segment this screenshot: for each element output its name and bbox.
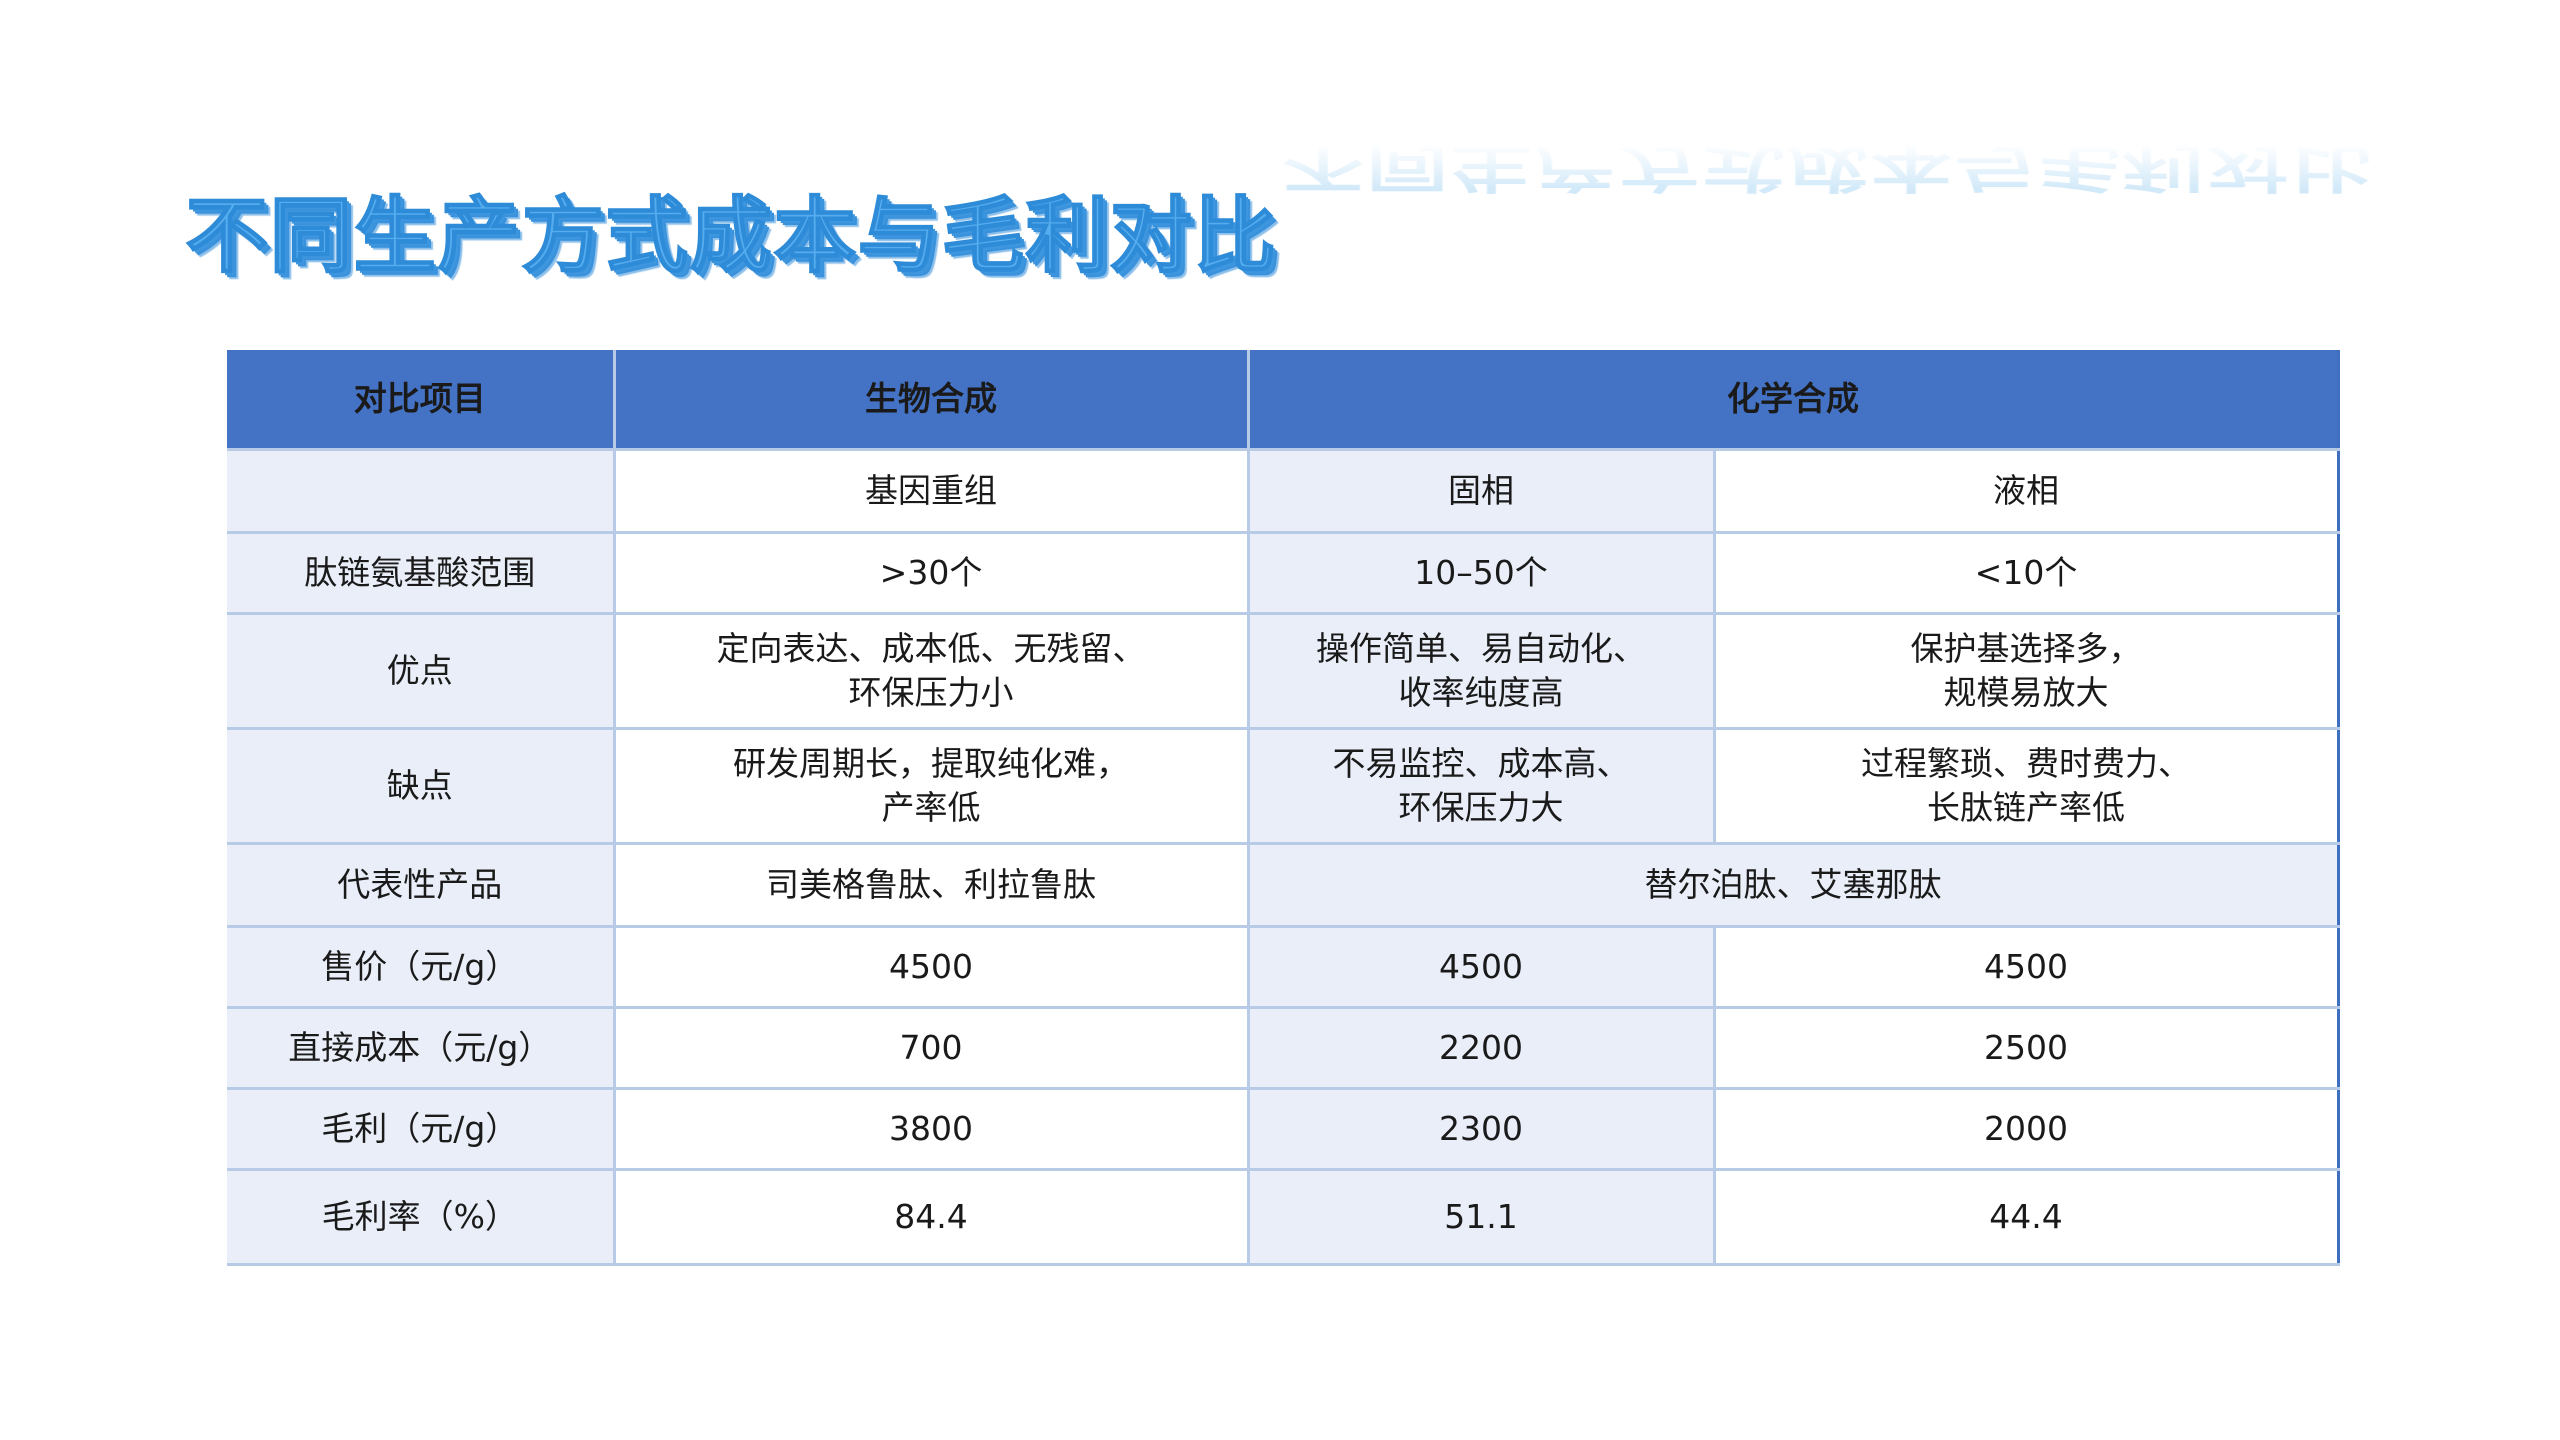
table-row: 优点 定向表达、成本低、无残留、 环保压力小 操作简单、易自动化、 收率纯度高 保护… — [227, 613, 2338, 730]
cell-gross-profit-solid: 2300 — [1248, 1088, 1716, 1171]
row-label-representative-products: 代表性产品 — [227, 843, 616, 928]
table-row: 直接成本（元/g） 700 2200 2500 — [227, 1007, 2338, 1090]
table-row: 缺点 研发周期长，提取纯化难， 产率低 不易监控、成本高、 环保压力大 过程繁琐、费… — [227, 728, 2338, 845]
cell-price-liquid: 4500 — [1714, 926, 2338, 1009]
cell-gross-margin-bio: 84.4 — [614, 1169, 1250, 1266]
cell-price-bio: 4500 — [614, 926, 1250, 1009]
table-row-subheader: 基因重组 固相 液相 — [227, 449, 2338, 534]
table-header-row: 对比项目 生物合成 化学合成 — [227, 350, 2338, 451]
comparison-table-wrapper: 对比项目 生物合成 化学合成 基因重组 固相 液相 肽链氨基酸范围 >30个 1… — [227, 350, 2340, 1266]
row-label-advantages: 优点 — [227, 613, 616, 730]
header-compare-item: 对比项目 — [227, 350, 616, 451]
cell-gross-margin-liquid: 44.4 — [1714, 1169, 2338, 1266]
table-row: 代表性产品 司美格鲁肽、利拉鲁肽 替尔泊肽、艾塞那肽 — [227, 843, 2338, 928]
row-label-gross-profit: 毛利（元/g） — [227, 1088, 616, 1171]
cell-direct-cost-bio: 700 — [614, 1007, 1250, 1090]
row-label-direct-cost: 直接成本（元/g） — [227, 1007, 616, 1090]
table-body: 基因重组 固相 液相 肽链氨基酸范围 >30个 10–50个 <10个 优点 定… — [227, 449, 2338, 1266]
cell-direct-cost-liquid: 2500 — [1714, 1007, 2338, 1090]
table-row: 售价（元/g） 4500 4500 4500 — [227, 926, 2338, 1009]
cell-advantages-solid: 操作简单、易自动化、 收率纯度高 — [1248, 613, 1716, 730]
header-bio-synthesis: 生物合成 — [614, 350, 1250, 451]
comparison-table: 对比项目 生物合成 化学合成 基因重组 固相 液相 肽链氨基酸范围 >30个 1… — [227, 350, 2340, 1266]
cell-price-solid: 4500 — [1248, 926, 1716, 1009]
page-title-reflection: 不同生产方式成本与毛利对比 — [1282, 138, 2375, 198]
cell-peptide-range-solid: 10–50个 — [1248, 532, 1716, 615]
cell-advantages-liquid: 保护基选择多， 规模易放大 — [1714, 613, 2338, 730]
cell-products-chem-merged: 替尔泊肽、艾塞那肽 — [1248, 843, 2338, 928]
cell-peptide-range-liquid: <10个 — [1714, 532, 2338, 615]
row-label-peptide-range: 肽链氨基酸范围 — [227, 532, 616, 615]
cell-disadvantages-liquid: 过程繁琐、费时费力、 长肽链产率低 — [1714, 728, 2338, 845]
row-label-price: 售价（元/g） — [227, 926, 616, 1009]
table-row: 毛利（元/g） 3800 2300 2000 — [227, 1088, 2338, 1171]
cell-gross-profit-liquid: 2000 — [1714, 1088, 2338, 1171]
cell-peptide-range-bio: >30个 — [614, 532, 1250, 615]
page-title: 不同生产方式成本与毛利对比 — [185, 189, 1278, 284]
cell-disadvantages-solid: 不易监控、成本高、 环保压力大 — [1248, 728, 1716, 845]
subheader-solid-phase: 固相 — [1248, 449, 1716, 534]
header-chem-synthesis: 化学合成 — [1248, 350, 2338, 451]
table-header: 对比项目 生物合成 化学合成 — [227, 350, 2338, 451]
row-label-gross-margin: 毛利率（%） — [227, 1169, 616, 1266]
cell-direct-cost-solid: 2200 — [1248, 1007, 1716, 1090]
cell-products-bio: 司美格鲁肽、利拉鲁肽 — [614, 843, 1250, 928]
cell-gross-margin-solid: 51.1 — [1248, 1169, 1716, 1266]
table-row: 毛利率（%） 84.4 51.1 44.4 — [227, 1169, 2338, 1266]
row-label-disadvantages: 缺点 — [227, 728, 616, 845]
slide-title-block: 不同生产方式成本与毛利对比 不同生产方式成本与毛利对比 — [0, 138, 2560, 398]
cell-gross-profit-bio: 3800 — [614, 1088, 1250, 1171]
subheader-empty — [227, 449, 616, 534]
subheader-liquid-phase: 液相 — [1714, 449, 2338, 534]
cell-disadvantages-bio: 研发周期长，提取纯化难， 产率低 — [614, 728, 1250, 845]
subheader-gene-recombination: 基因重组 — [614, 449, 1250, 534]
cell-advantages-bio: 定向表达、成本低、无残留、 环保压力小 — [614, 613, 1250, 730]
table-row: 肽链氨基酸范围 >30个 10–50个 <10个 — [227, 532, 2338, 615]
